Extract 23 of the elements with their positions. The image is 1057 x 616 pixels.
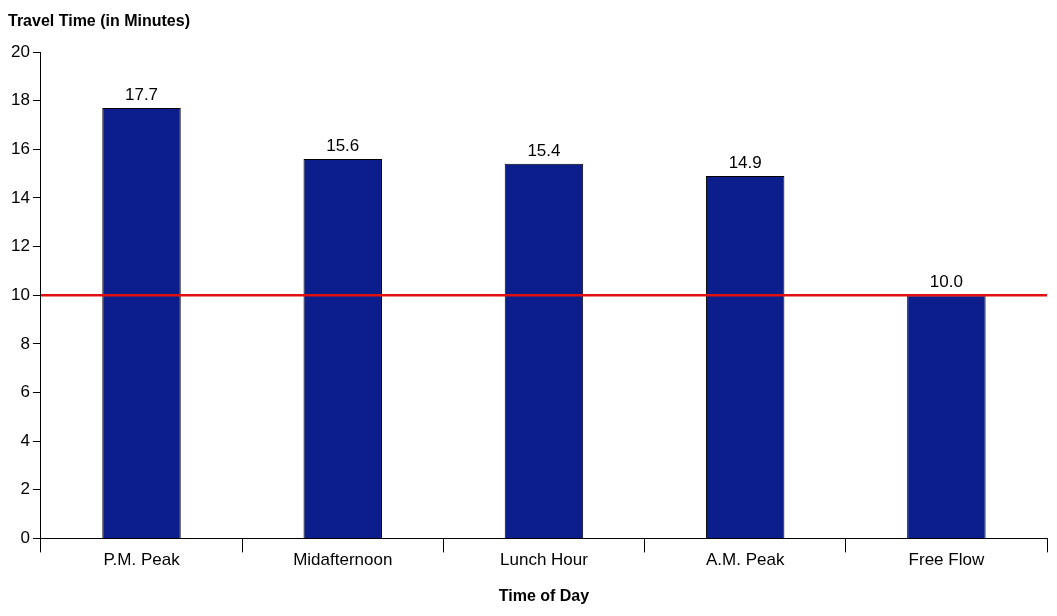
y-tick-label: 18 bbox=[10, 90, 30, 110]
x-tick-label: A.M. Peak bbox=[705, 550, 785, 570]
y-axis-title: Travel Time (in Minutes) bbox=[8, 12, 190, 30]
x-tick-label: Lunch Hour bbox=[500, 550, 589, 570]
data-label: 17.7 bbox=[124, 85, 159, 105]
y-tick-label: 14 bbox=[10, 187, 30, 207]
y-tick-label: 6 bbox=[20, 382, 30, 402]
y-tick-label: 16 bbox=[10, 138, 30, 158]
y-tick-label: 10 bbox=[10, 284, 30, 304]
y-tick-label: 8 bbox=[20, 333, 30, 353]
y-tick-label: 0 bbox=[20, 528, 30, 548]
x-tick-label: P.M. Peak bbox=[103, 550, 181, 570]
x-axis-title: Time of Day bbox=[498, 586, 590, 604]
y-tick-label: 2 bbox=[20, 479, 30, 499]
data-label: 15.6 bbox=[326, 136, 360, 156]
x-tick-label: Midafternoon bbox=[293, 550, 393, 570]
y-tick-label: 20 bbox=[10, 41, 30, 61]
x-tick-label: Free Flow bbox=[908, 550, 985, 570]
data-label: 14.9 bbox=[728, 153, 762, 173]
y-tick-label: 4 bbox=[20, 430, 30, 450]
data-label: 15.4 bbox=[527, 141, 561, 161]
y-tick-label: 12 bbox=[10, 236, 30, 256]
data-label: 10.0 bbox=[929, 272, 963, 292]
